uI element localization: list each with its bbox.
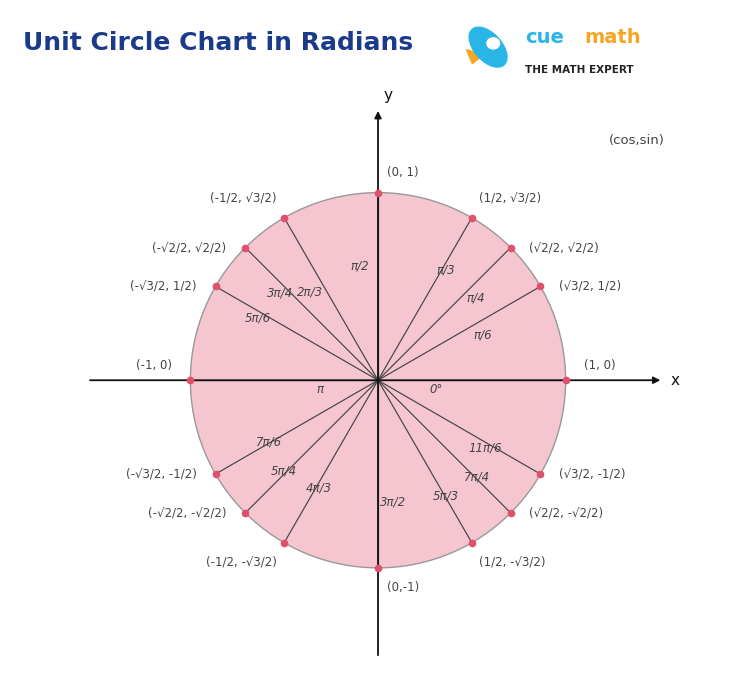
- Text: (√3/2, 1/2): (√3/2, 1/2): [559, 280, 621, 293]
- Text: (√3/2, -1/2): (√3/2, -1/2): [559, 468, 626, 481]
- Text: π/6: π/6: [474, 329, 492, 342]
- Text: 4π/3: 4π/3: [306, 482, 332, 495]
- Text: (0, 1): (0, 1): [387, 166, 419, 179]
- Text: 5π/6: 5π/6: [244, 312, 271, 325]
- Ellipse shape: [469, 27, 507, 67]
- Text: (-√3/2, 1/2): (-√3/2, 1/2): [130, 280, 197, 293]
- Text: π/4: π/4: [466, 291, 485, 304]
- Text: (-1/2, -√3/2): (-1/2, -√3/2): [206, 556, 277, 569]
- Text: 5π/3: 5π/3: [432, 490, 459, 503]
- Text: 7π/6: 7π/6: [256, 436, 282, 449]
- Circle shape: [487, 38, 500, 49]
- Text: (√2/2, √2/2): (√2/2, √2/2): [529, 241, 600, 254]
- Text: THE MATH EXPERT: THE MATH EXPERT: [525, 65, 634, 75]
- Text: 0°: 0°: [429, 383, 443, 396]
- Text: (-1, 0): (-1, 0): [135, 359, 172, 371]
- Text: (-1/2, √3/2): (-1/2, √3/2): [210, 191, 277, 204]
- Text: π: π: [316, 383, 324, 396]
- Text: π/3: π/3: [436, 263, 455, 276]
- Text: 5π/4: 5π/4: [271, 464, 296, 477]
- Text: (0,-1): (0,-1): [387, 581, 420, 594]
- Text: (1, 0): (1, 0): [584, 359, 616, 371]
- Text: 7π/4: 7π/4: [463, 471, 490, 483]
- Text: cue: cue: [525, 28, 564, 47]
- Text: (cos,sin): (cos,sin): [609, 134, 665, 147]
- Text: Unit Circle Chart in Radians: Unit Circle Chart in Radians: [23, 31, 413, 54]
- Text: y: y: [383, 88, 392, 103]
- Text: 11π/6: 11π/6: [468, 441, 502, 454]
- Text: (√2/2, -√2/2): (√2/2, -√2/2): [529, 507, 603, 519]
- Text: π/2: π/2: [350, 259, 369, 272]
- Text: x: x: [671, 373, 680, 388]
- Text: 3π/2: 3π/2: [380, 496, 406, 509]
- Circle shape: [191, 193, 565, 568]
- Text: (-√2/2, -√2/2): (-√2/2, -√2/2): [148, 507, 227, 519]
- Text: (-√2/2, √2/2): (-√2/2, √2/2): [153, 241, 227, 254]
- Polygon shape: [466, 50, 484, 64]
- Text: 2π/3: 2π/3: [297, 285, 324, 299]
- Text: (1/2, √3/2): (1/2, √3/2): [479, 191, 541, 204]
- Text: 3π/4: 3π/4: [267, 287, 293, 299]
- Text: (-√3/2, -1/2): (-√3/2, -1/2): [126, 468, 197, 481]
- Text: (1/2, -√3/2): (1/2, -√3/2): [479, 556, 546, 569]
- Text: math: math: [584, 28, 641, 47]
